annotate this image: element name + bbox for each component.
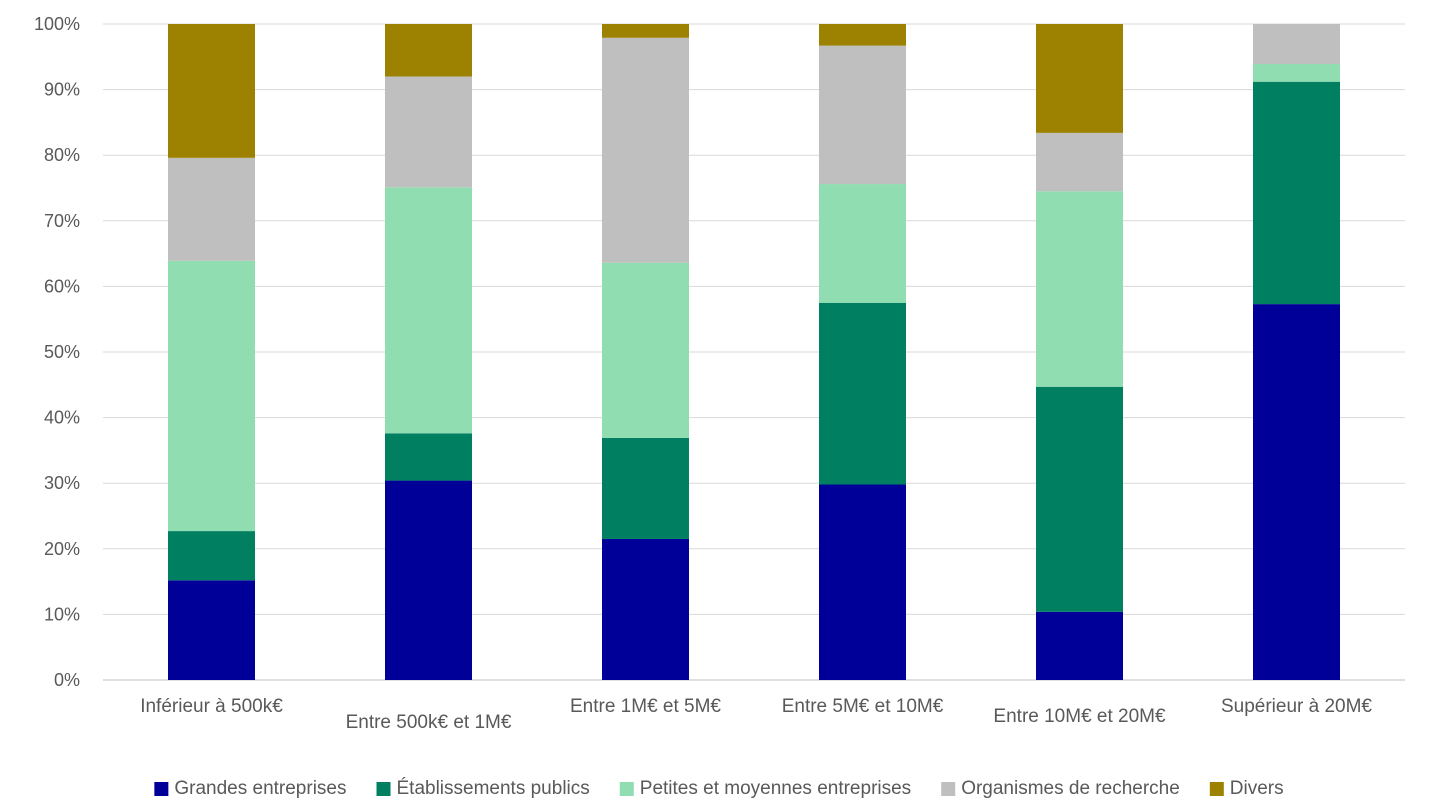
x-category-label: Supérieur à 20M€ — [1221, 696, 1372, 717]
bar-segment-organismes-de-recherche — [385, 76, 472, 188]
y-tick-label: 50% — [44, 342, 80, 362]
bar-stack-entre-500k-et-1m — [385, 24, 472, 680]
legend-item-etablissements-publics: Établissements publics — [376, 778, 590, 799]
bar-stack-entre-1m-et-5m — [602, 24, 689, 680]
bar-segment-divers — [819, 24, 906, 46]
legend: Grandes entreprises Établissements public… — [154, 778, 1284, 799]
y-tick-label: 10% — [44, 604, 80, 624]
bar-stack-entre-10m-et-20m — [1036, 24, 1123, 680]
bar-segment-grandes-entreprises — [1253, 304, 1340, 680]
bar-segment-petites-et-moyennes-entreprises — [168, 260, 255, 532]
bar-segment-organismes-de-recherche — [1253, 24, 1340, 65]
y-tick-label: 80% — [44, 145, 80, 165]
bar-segment-petites-et-moyennes-entreprises — [1253, 64, 1340, 82]
bar-segment-organismes-de-recherche — [1036, 132, 1123, 192]
bar-segment-divers — [168, 24, 255, 158]
bar-segment-etablissements-publics — [602, 437, 689, 539]
bar-segment-organismes-de-recherche — [602, 37, 689, 263]
gridlines — [103, 23, 1405, 681]
y-tick-label: 100% — [34, 14, 80, 34]
bar-segment-petites-et-moyennes-entreprises — [602, 262, 689, 438]
bar-segment-divers — [602, 24, 689, 38]
bar-segment-grandes-entreprises — [602, 538, 689, 680]
y-tick-label: 40% — [44, 408, 80, 428]
legend-item-organismes-de-recherche: Organismes de recherche — [941, 778, 1180, 799]
legend-swatch — [941, 782, 956, 796]
bar-segment-etablissements-publics — [819, 302, 906, 485]
bar-segment-petites-et-moyennes-entreprises — [819, 184, 906, 303]
bar-segment-etablissements-publics — [168, 531, 255, 581]
bar-segment-grandes-entreprises — [168, 580, 255, 680]
legend-label: Organismes de recherche — [961, 778, 1180, 799]
legend-item-divers: Divers — [1209, 778, 1284, 799]
y-axis-tick-labels: 0% 10% 20% 30% 40% 50% 60% 70% 80% 90% 100% — [34, 14, 80, 690]
bar-segment-grandes-entreprises — [1036, 611, 1123, 680]
y-tick-label: 30% — [44, 473, 80, 493]
legend-swatch — [619, 782, 634, 796]
bar-segment-divers — [385, 24, 472, 77]
legend-swatch — [154, 782, 169, 796]
bar-stack-inferieur-a-500k — [168, 24, 255, 680]
bar-segment-etablissements-publics — [1036, 386, 1123, 612]
x-axis-category-labels: Inférieur à 500k€ Entre 500k€ et 1M€ Entre… — [140, 696, 1372, 733]
y-tick-label: 20% — [44, 539, 80, 559]
bar-segment-grandes-entreprises — [385, 480, 472, 680]
legend-swatch — [1209, 782, 1224, 796]
bar-segment-petites-et-moyennes-entreprises — [385, 187, 472, 434]
legend-label: Grandes entreprises — [174, 778, 346, 799]
x-category-label: Entre 500k€ et 1M€ — [346, 712, 512, 733]
bars — [168, 24, 1340, 680]
legend-item-grandes-entreprises: Grandes entreprises — [154, 778, 347, 799]
x-category-label: Entre 1M€ et 5M€ — [570, 696, 721, 717]
x-category-label: Entre 10M€ et 20M€ — [993, 706, 1166, 727]
bar-segment-divers — [1036, 24, 1123, 133]
x-category-label: Inférieur à 500k€ — [140, 696, 283, 717]
bar-segment-petites-et-moyennes-entreprises — [1036, 191, 1123, 387]
legend-label: Divers — [1230, 778, 1284, 799]
legend-swatch — [376, 782, 391, 796]
y-tick-label: 0% — [54, 670, 80, 690]
legend-item-petites-et-moyennes-entreprises: Petites et moyennes entreprises — [619, 778, 911, 799]
y-tick-label: 70% — [44, 211, 80, 231]
x-category-label: Entre 5M€ et 10M€ — [782, 696, 944, 717]
bar-stack-superieur-a-20m — [1253, 24, 1340, 680]
bar-segment-grandes-entreprises — [819, 484, 906, 680]
legend-label: Établissements publics — [397, 778, 590, 799]
legend-label: Petites et moyennes entreprises — [640, 778, 911, 799]
bar-stack-entre-5m-et-10m — [819, 24, 906, 680]
y-tick-label: 90% — [44, 80, 80, 100]
bar-segment-organismes-de-recherche — [819, 45, 906, 185]
y-tick-label: 60% — [44, 276, 80, 296]
bar-segment-etablissements-publics — [385, 433, 472, 481]
bar-segment-organismes-de-recherche — [168, 157, 255, 261]
bar-segment-etablissements-publics — [1253, 81, 1340, 305]
